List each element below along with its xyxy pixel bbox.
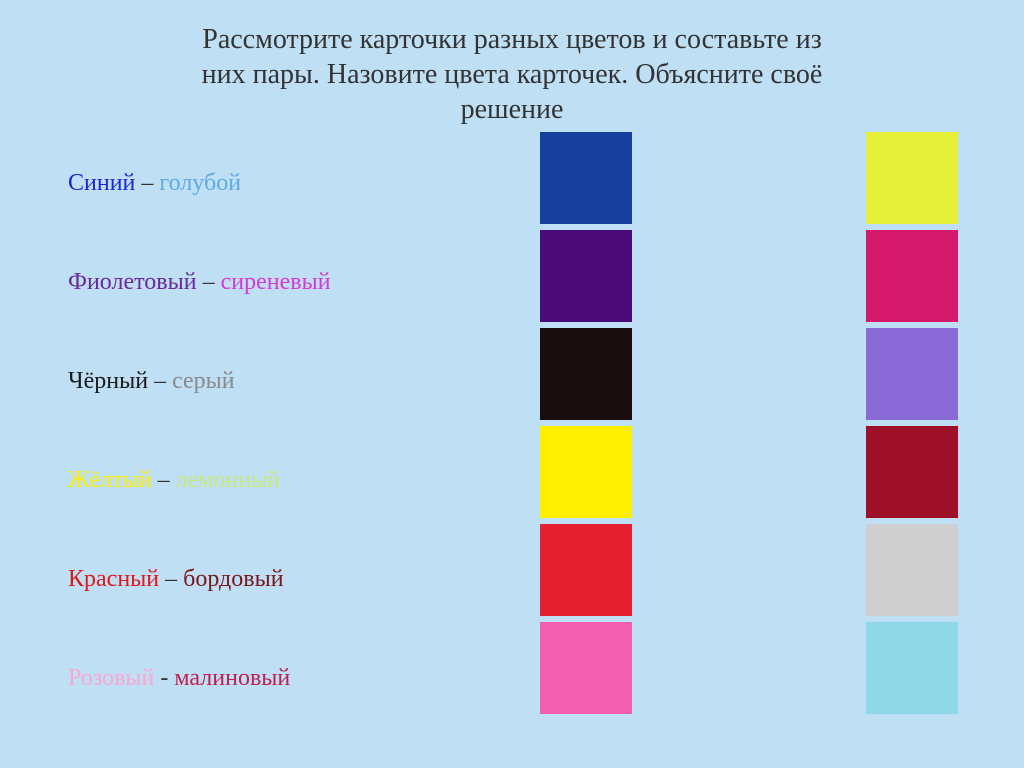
color-swatch bbox=[866, 426, 958, 518]
pair-row: Красный – бордовый bbox=[68, 566, 331, 593]
color-swatch bbox=[540, 426, 632, 518]
pair-left-label: Красный bbox=[68, 566, 159, 592]
color-swatch bbox=[540, 132, 632, 224]
page-title: Рассмотрите карточки разных цветов и сос… bbox=[0, 0, 1024, 127]
title-line-1: Рассмотрите карточки разных цветов и сос… bbox=[202, 24, 822, 55]
pair-right-label: голубой bbox=[159, 170, 241, 196]
swatch-column-2 bbox=[866, 132, 958, 714]
pair-right-label: малиновый bbox=[174, 665, 290, 691]
pair-right-label: лемонный bbox=[176, 467, 280, 493]
pair-row: Розовый - малиновый bbox=[68, 665, 331, 692]
color-pairs-list: Синий – голубой Фиолетовый – сиреневый Чёр… bbox=[68, 170, 331, 692]
pair-left-label: Жёлтый bbox=[68, 467, 152, 493]
pair-right-label: серый bbox=[172, 368, 235, 394]
pair-separator: – bbox=[197, 269, 221, 295]
color-swatch bbox=[540, 524, 632, 616]
pair-row: Чёрный – серый bbox=[68, 368, 331, 395]
color-swatch bbox=[866, 524, 958, 616]
color-swatch bbox=[540, 622, 632, 714]
pair-separator: – bbox=[152, 467, 176, 493]
color-swatch bbox=[866, 328, 958, 420]
pair-separator: – bbox=[159, 566, 183, 592]
color-swatch bbox=[866, 132, 958, 224]
pair-left-label: Чёрный bbox=[68, 368, 148, 394]
pair-row: Фиолетовый – сиреневый bbox=[68, 269, 331, 296]
color-swatch bbox=[866, 230, 958, 322]
pair-row: Синий – голубой bbox=[68, 170, 331, 197]
color-swatch bbox=[540, 328, 632, 420]
pair-row: Жёлтый – лемонный bbox=[68, 467, 331, 494]
title-line-2: них пары. Назовите цвета карточек. Объяс… bbox=[202, 59, 823, 90]
pair-separator: – bbox=[148, 368, 172, 394]
title-line-3: решение bbox=[461, 94, 564, 125]
pair-left-label: Розовый bbox=[68, 665, 154, 691]
pair-left-label: Синий bbox=[68, 170, 135, 196]
pair-right-label: бордовый bbox=[183, 566, 283, 592]
pair-separator: - bbox=[154, 665, 174, 691]
swatch-column-1 bbox=[540, 132, 632, 714]
pair-left-label: Фиолетовый bbox=[68, 269, 197, 295]
pair-right-label: сиреневый bbox=[221, 269, 331, 295]
pair-separator: – bbox=[135, 170, 159, 196]
color-swatch bbox=[866, 622, 958, 714]
color-swatch bbox=[540, 230, 632, 322]
